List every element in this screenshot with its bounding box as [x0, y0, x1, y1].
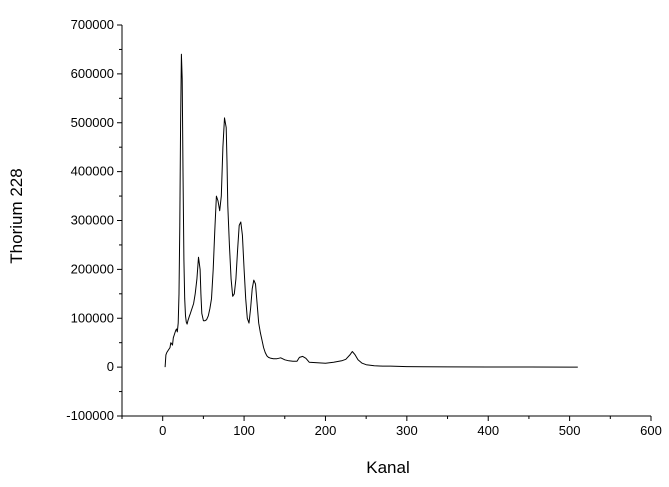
- x-tick-label: 600: [640, 423, 662, 438]
- y-tick-label: 400000: [71, 164, 114, 179]
- y-tick-label: 500000: [71, 115, 114, 130]
- y-tick-label: 600000: [71, 66, 114, 81]
- x-tick-label: 200: [315, 423, 337, 438]
- y-axis: -100000 0 100000 200000 300000 400000 500000 60…: [66, 17, 122, 423]
- x-tick-label: 0: [159, 423, 166, 438]
- y-tick-label: 700000: [71, 17, 114, 32]
- plot-frame: [121, 25, 651, 417]
- x-tick-label: 300: [396, 423, 418, 438]
- y-tick-label: -100000: [66, 408, 114, 423]
- spectrum-line: [164, 53, 578, 368]
- y-tick-label: 100000: [71, 310, 114, 325]
- x-tick-label: 400: [477, 423, 499, 438]
- x-axis: 0 100 200 300 400 500 600: [121, 416, 662, 438]
- y-tick-label: 0: [107, 359, 114, 374]
- x-tick-label: 100: [233, 423, 255, 438]
- x-tick-label: 500: [559, 423, 581, 438]
- y-tick-label: 300000: [71, 213, 114, 228]
- series-layer: [164, 53, 578, 368]
- y-tick-label: 200000: [71, 261, 114, 276]
- x-axis-title: Kanal: [366, 458, 409, 477]
- y-axis-title: Thorium 228: [7, 168, 26, 263]
